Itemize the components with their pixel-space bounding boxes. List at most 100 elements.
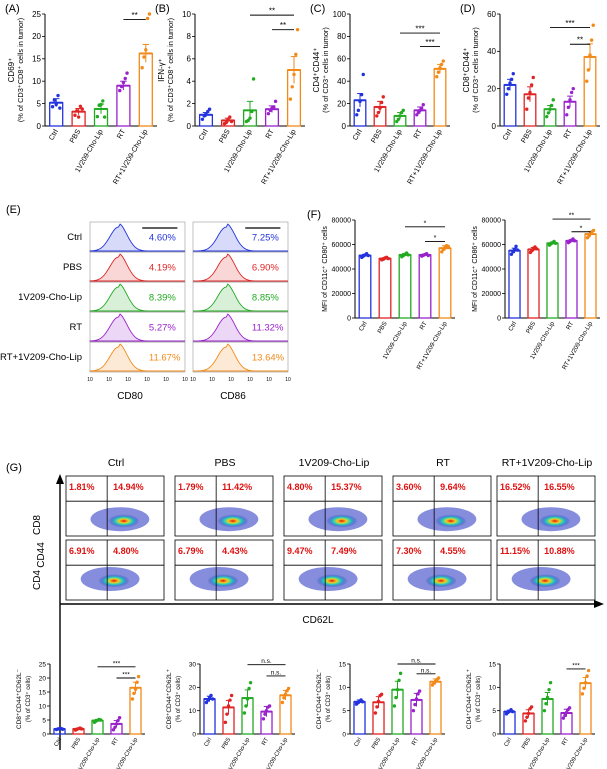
data-point — [282, 696, 286, 700]
flow-density-core — [108, 514, 140, 528]
data-point — [406, 253, 410, 257]
data-point — [121, 80, 126, 85]
data-point — [525, 715, 529, 719]
data-point — [250, 109, 254, 114]
data-point — [591, 23, 595, 27]
data-point — [515, 248, 520, 252]
data-point — [114, 722, 119, 726]
significance-label: n.s. — [271, 669, 282, 676]
quadrant-percent-upper-left: 9.47% — [287, 546, 313, 556]
x-tick-label: PBS — [371, 737, 382, 750]
data-point — [379, 692, 384, 697]
data-point — [376, 699, 381, 704]
x-tick-label: RT — [419, 320, 429, 331]
y-tick-label: 60000 — [332, 242, 352, 249]
y-axis-label: CD8⁺CD44⁺CD62L⁻ — [16, 668, 23, 729]
data-point — [564, 710, 569, 715]
y-tick-label: 0 — [187, 122, 192, 131]
bar-chart-b: 0 2 4 6 8 10 IFN-γ⁺ (% of CD3⁺CD8⁺ cells in tum… — [155, 3, 305, 186]
y-tick-label: 5 — [492, 708, 496, 715]
data-point — [98, 718, 103, 722]
y-tick-label: 40000 — [482, 266, 502, 273]
data-point — [586, 668, 591, 673]
histogram-axis-tick: 10 — [163, 377, 169, 383]
bar-rt-1v209-cho-lip — [584, 233, 597, 319]
significance-label: *** — [572, 662, 580, 669]
data-point — [585, 79, 589, 83]
data-point — [248, 116, 252, 120]
y-tick-label: 80000 — [482, 217, 502, 224]
data-point — [572, 239, 577, 243]
significance-label: * — [434, 235, 437, 242]
data-point — [395, 687, 400, 692]
data-point — [116, 718, 120, 723]
significance-label: ** — [269, 7, 275, 16]
panel-label-b: (B) — [155, 3, 170, 15]
data-point — [381, 95, 385, 99]
y-tick-label: 10 — [182, 10, 191, 19]
histogram-curve — [193, 343, 288, 372]
y-tick-label: 2 — [187, 99, 192, 108]
data-point — [416, 692, 420, 696]
significance-label: *** — [122, 672, 130, 679]
y-tick-label: 40 — [487, 47, 496, 56]
y-axis-label: CD4⁺CD44⁺CD62L⁻ — [316, 668, 323, 729]
x-tick-label: Ctrl — [353, 737, 363, 748]
y-tick-label: 0 — [37, 122, 42, 131]
data-point — [272, 105, 276, 109]
data-point — [125, 71, 129, 75]
y-tick-label: 0 — [342, 122, 347, 131]
data-point — [508, 81, 512, 85]
histogram-x-label-cd86: CD86 — [220, 391, 246, 402]
data-point — [228, 698, 232, 702]
quadrant-percent-upper-right: 4.43% — [222, 546, 248, 556]
data-point — [133, 687, 138, 691]
y-axis-label: MFI of CD11c⁺ CD80⁺ cells — [322, 226, 329, 312]
y-tick-label: 60 — [487, 10, 496, 19]
data-point — [529, 705, 534, 709]
y-axis-arrowhead — [56, 474, 64, 484]
data-point — [245, 697, 250, 701]
histogram-axis-tick: 10 — [247, 377, 253, 383]
flow-column-title: PBS — [214, 457, 235, 469]
data-point — [587, 234, 591, 238]
data-point — [511, 72, 515, 76]
data-point — [229, 119, 234, 124]
data-point — [136, 674, 141, 679]
bar-rt — [565, 240, 578, 319]
data-point — [79, 727, 84, 731]
y-axis-sublabel: (% of CD3⁺CD8⁺ cells in tumor) — [16, 18, 25, 122]
y-tick-label: 8 — [187, 32, 192, 41]
data-point — [526, 96, 531, 100]
bar-rt-1v209-cho-lip — [438, 247, 452, 319]
data-point — [375, 705, 379, 709]
data-point — [531, 75, 535, 80]
data-point — [398, 114, 402, 118]
data-point — [392, 704, 397, 708]
significance-label: ** — [131, 11, 137, 20]
data-point — [290, 85, 294, 89]
data-point — [419, 106, 424, 110]
data-point — [571, 86, 575, 91]
panel-label-a: (A) — [5, 3, 20, 15]
bar-chart-a: 0 5 10 15 20 25 CD69⁺ (% of CD3⁺CD8⁺ cells in t… — [5, 3, 157, 186]
quadrant-percent-upper-left: 3.60% — [396, 482, 422, 492]
bar-chart-d: 0 20 40 60 CD8⁺CD44⁺ (% of CD3⁺ cells in tumo… — [460, 3, 600, 186]
significance-label: ** — [577, 36, 583, 45]
y-tick-label: 15 — [339, 661, 347, 668]
y-tick-label: 20000 — [482, 291, 502, 298]
data-point — [73, 113, 77, 117]
data-point — [210, 697, 215, 701]
data-point — [50, 105, 55, 109]
data-point — [549, 103, 554, 108]
y-tick-label: 0 — [347, 315, 351, 322]
data-point — [358, 99, 362, 104]
data-point — [509, 77, 514, 82]
bar-ctrl — [353, 701, 366, 735]
y-tick-label: 5 — [37, 99, 42, 108]
histogram-axis-tick: 10 — [144, 377, 150, 383]
histogram-percent: 5.27% — [149, 323, 176, 334]
data-point — [421, 103, 425, 107]
bar-1v209-cho-lip — [546, 242, 559, 319]
y-tick-label: 30 — [189, 661, 197, 668]
